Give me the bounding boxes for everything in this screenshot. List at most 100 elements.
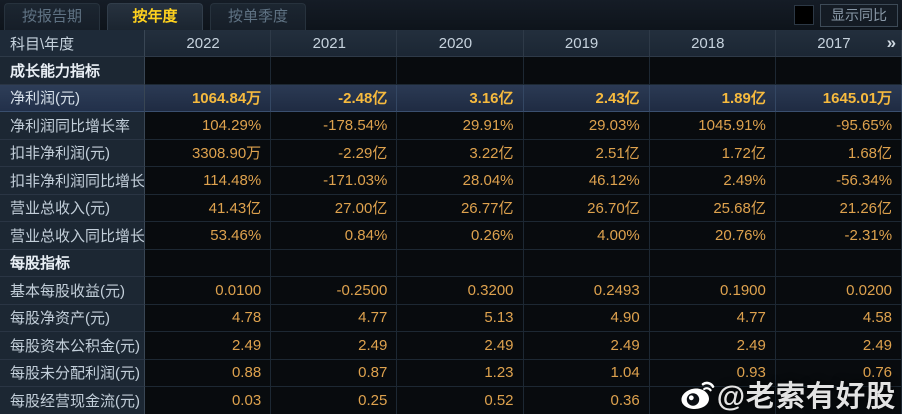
row-label: 成长能力指标 xyxy=(0,57,145,85)
table-row: 净利润同比增长率 104.29% -178.54% 29.91% 29.03% 1045.… xyxy=(0,112,902,140)
value-cell: -2.29亿 xyxy=(271,139,398,167)
value-cell: 3.22亿 xyxy=(397,139,524,167)
row-label: 每股资本公积金(元) xyxy=(0,332,145,360)
value-cell: 29.03% xyxy=(523,112,650,140)
value-cell: 2.49% xyxy=(649,167,776,195)
year-header: 2018 xyxy=(649,30,776,57)
table-row: 每股经营现金流(元) 0.03 0.25 0.52 0.36 xyxy=(0,387,902,414)
row-label: 每股指标 xyxy=(0,249,145,277)
value-cell: 28.04% xyxy=(397,167,524,195)
value-cell: 0.52 xyxy=(397,387,524,414)
value-cell: 0.88 xyxy=(145,359,272,387)
value-cell: 0.36 xyxy=(523,387,650,414)
value-cell: -2.48亿 xyxy=(271,84,398,112)
value-cell: 0.0100 xyxy=(145,277,272,305)
year-header-label: 2017 xyxy=(817,34,851,52)
value-cell: 46.12% xyxy=(523,167,650,195)
section-row: 每股指标 xyxy=(0,249,902,277)
value-cell: -95.65% xyxy=(775,112,902,140)
value-cell: 2.49 xyxy=(775,332,902,360)
value-cell: 4.00% xyxy=(523,222,650,250)
value-cell xyxy=(397,57,524,85)
value-cell: 0.87 xyxy=(271,359,398,387)
value-cell: 26.77亿 xyxy=(397,194,524,222)
row-label: 每股未分配利润(元) xyxy=(0,359,145,387)
section-row: 成长能力指标 xyxy=(0,57,902,85)
value-cell: 4.90 xyxy=(523,304,650,332)
value-cell: 4.77 xyxy=(649,304,776,332)
value-cell: 0.93 xyxy=(649,359,776,387)
value-cell: 2.43亿 xyxy=(523,84,650,112)
value-cell: 0.3200 xyxy=(397,277,524,305)
value-cell xyxy=(397,249,524,277)
value-cell: 104.29% xyxy=(145,112,272,140)
value-cell: 2.49 xyxy=(271,332,398,360)
value-cell: 0.25 xyxy=(271,387,398,414)
show-yoy-button[interactable]: 显示同比 xyxy=(820,4,898,27)
table-row: 每股资本公积金(元) 2.49 2.49 2.49 2.49 2.49 2.49 xyxy=(0,332,902,360)
year-header: 2017 » xyxy=(775,30,902,57)
value-cell: 0.1900 xyxy=(649,277,776,305)
period-tabbar: 按报告期 按年度 按单季度 显示同比 xyxy=(0,0,902,30)
row-label: 净利润(元) xyxy=(0,84,145,112)
corner-header: 科目\年度 xyxy=(0,30,145,57)
value-cell: 114.48% xyxy=(145,167,272,195)
value-cell: 1.72亿 xyxy=(649,139,776,167)
value-cell: 29.91% xyxy=(397,112,524,140)
value-cell xyxy=(775,57,902,85)
row-label: 营业总收入(元) xyxy=(0,194,145,222)
value-cell xyxy=(649,57,776,85)
row-label: 每股净资产(元) xyxy=(0,304,145,332)
chevron-double-right-icon[interactable]: » xyxy=(886,33,897,52)
value-cell: 0.84% xyxy=(271,222,398,250)
value-cell xyxy=(649,387,776,414)
show-yoy-checkbox[interactable] xyxy=(794,5,814,25)
tab-by-single-quarter[interactable]: 按单季度 xyxy=(210,3,306,30)
table-row: 净利润(元) 1064.84万 -2.48亿 3.16亿 2.43亿 1.89亿 1645.… xyxy=(0,84,902,112)
value-cell: 1045.91% xyxy=(649,112,776,140)
table-row: 营业总收入(元) 41.43亿 27.00亿 26.77亿 26.70亿 25.68亿 21… xyxy=(0,194,902,222)
value-cell: 41.43亿 xyxy=(145,194,272,222)
value-cell: -2.31% xyxy=(775,222,902,250)
value-cell: 21.26亿 xyxy=(775,194,902,222)
table-row: 扣非净利润同比增长率114.48%-171.03%28.04%46.12%2.4… xyxy=(0,167,902,195)
tab-by-report-period[interactable]: 按报告期 xyxy=(4,3,100,30)
year-header: 2020 xyxy=(397,30,524,57)
value-cell xyxy=(649,249,776,277)
value-cell: 3308.90万 xyxy=(145,139,272,167)
value-cell xyxy=(523,57,650,85)
value-cell xyxy=(271,249,398,277)
value-cell: -0.2500 xyxy=(271,277,398,305)
value-cell: 2.49 xyxy=(397,332,524,360)
value-cell: 4.58 xyxy=(775,304,902,332)
year-header: 2019 xyxy=(523,30,650,57)
value-cell: 2.51亿 xyxy=(523,139,650,167)
value-cell: 0.2493 xyxy=(523,277,650,305)
value-cell: 1.23 xyxy=(397,359,524,387)
table-row: 扣非净利润(元) 3308.90万 -2.29亿 3.22亿 2.51亿 1.72亿 1.6… xyxy=(0,139,902,167)
table-header-row: 科目\年度 2022 2021 2020 2019 2018 2017 » xyxy=(0,30,902,57)
value-cell xyxy=(145,57,272,85)
value-cell xyxy=(523,249,650,277)
table-body: 成长能力指标 净利润(元) 1064.84万 -2.48亿 3.16亿 2.43亿 1.89… xyxy=(0,57,902,414)
year-header: 2022 xyxy=(145,30,272,57)
tab-by-year[interactable]: 按年度 xyxy=(107,3,203,30)
row-label: 营业总收入同比增长率 xyxy=(0,222,145,250)
value-cell xyxy=(271,57,398,85)
table-row: 营业总收入同比增长率53.46%0.84%0.26%4.00%20.76%-2.… xyxy=(0,222,902,250)
value-cell: 26.70亿 xyxy=(523,194,650,222)
value-cell: 0.03 xyxy=(145,387,272,414)
value-cell: 1.68亿 xyxy=(775,139,902,167)
row-label: 基本每股收益(元) xyxy=(0,277,145,305)
row-label: 扣非净利润同比增长率 xyxy=(0,167,145,195)
value-cell: 25.68亿 xyxy=(649,194,776,222)
value-cell: -171.03% xyxy=(271,167,398,195)
financials-table: 科目\年度 2022 2021 2020 2019 2018 2017 » 成长… xyxy=(0,30,902,414)
value-cell: 0.0200 xyxy=(775,277,902,305)
table-row: 每股未分配利润(元) 0.88 0.87 1.23 1.04 0.93 0.76 xyxy=(0,359,902,387)
row-label: 扣非净利润(元) xyxy=(0,139,145,167)
value-cell: -56.34% xyxy=(775,167,902,195)
value-cell: 4.78 xyxy=(145,304,272,332)
value-cell: 4.77 xyxy=(271,304,398,332)
